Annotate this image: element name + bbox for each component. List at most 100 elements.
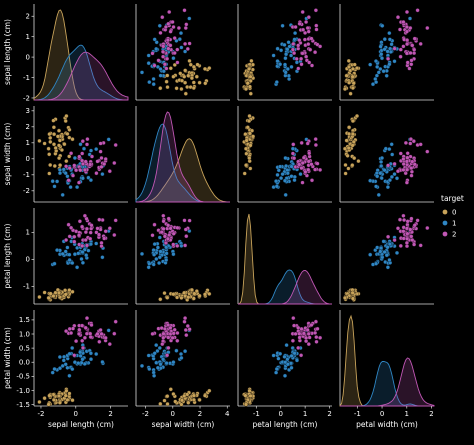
- point-s2-45: [83, 237, 88, 243]
- point-s0-22: [188, 62, 193, 67]
- point-s0-49: [243, 402, 249, 407]
- point-s2-34: [166, 223, 171, 228]
- point-s2-1: [152, 222, 157, 227]
- point-s0-42: [245, 81, 250, 86]
- point-s0-40: [347, 125, 352, 130]
- point-s2-29: [418, 243, 423, 248]
- point-s2-19: [405, 60, 410, 65]
- point-s0-17: [248, 166, 253, 171]
- y-tick-label: 1.5: [19, 316, 30, 324]
- point-s2-32: [315, 161, 320, 166]
- point-s0-38: [173, 399, 178, 404]
- point-s0-18: [244, 163, 249, 168]
- point-s2-14: [386, 234, 391, 239]
- point-s1-2: [57, 354, 62, 360]
- point-s0-39: [251, 134, 256, 139]
- point-s2-9: [313, 50, 318, 55]
- point-s2-16: [306, 342, 311, 347]
- point-s2-35: [166, 21, 171, 26]
- point-s2-34: [166, 322, 171, 328]
- x-axis-label: petal length (cm): [253, 420, 318, 429]
- kde-series-2: [34, 51, 129, 101]
- point-s0-43: [247, 131, 252, 136]
- point-s2-36: [398, 243, 403, 248]
- point-s0-16: [42, 141, 47, 146]
- point-s1-5: [146, 353, 151, 358]
- x-tick-label: 0: [380, 410, 384, 418]
- point-s0-18: [165, 295, 170, 300]
- point-s1-48: [292, 351, 297, 356]
- point-s0-36: [37, 399, 42, 405]
- point-s0-37: [62, 142, 67, 147]
- point-s1-13: [70, 367, 75, 372]
- x-axis-label: sepal length (cm): [48, 420, 114, 429]
- point-s1-40: [72, 252, 77, 257]
- point-s2-48: [318, 44, 323, 49]
- point-s1-49: [289, 164, 294, 169]
- point-s1-26: [389, 174, 394, 179]
- kde-series-2: [340, 357, 435, 407]
- point-s2-38: [170, 335, 175, 340]
- point-s1-11: [282, 42, 287, 47]
- point-s1-41: [387, 257, 392, 263]
- point-s1-40: [379, 56, 385, 61]
- point-s2-15: [171, 242, 176, 247]
- point-s0-45: [350, 132, 355, 137]
- kde-series-2: [238, 270, 333, 305]
- point-s1-47: [378, 171, 383, 176]
- point-s1-45: [381, 239, 386, 244]
- point-s1-46: [80, 249, 85, 255]
- point-s0-5: [191, 80, 196, 85]
- panel-3-0: -1.5 -1.0 -0.5 0.0 0.5 1.0 1.5 petal width (cm)…: [3, 310, 128, 429]
- point-s2-8: [184, 234, 189, 239]
- point-s2-42: [409, 234, 414, 239]
- point-s2-47: [404, 29, 409, 34]
- point-s1-32: [79, 256, 84, 262]
- point-s1-34: [80, 176, 85, 181]
- point-s2-44: [183, 25, 188, 31]
- point-s2-10: [409, 173, 414, 178]
- point-s1-14: [151, 76, 156, 82]
- point-s2-46: [88, 331, 93, 336]
- point-s0-34: [356, 159, 361, 164]
- legend-label-1: 1: [452, 220, 456, 228]
- point-s1-40: [283, 56, 288, 61]
- point-s2-38: [401, 156, 406, 162]
- point-s1-40: [283, 155, 288, 161]
- point-s2-48: [318, 167, 323, 172]
- point-s2-46: [88, 162, 93, 167]
- point-s1-26: [155, 348, 160, 354]
- point-s1-20: [389, 42, 394, 47]
- point-s2-4: [313, 8, 318, 13]
- point-s2-39: [80, 345, 86, 350]
- point-s1-35: [298, 172, 303, 177]
- kde-series-0: [136, 138, 231, 203]
- point-s1-13: [157, 260, 162, 266]
- point-s2-42: [409, 166, 414, 171]
- point-s1-14: [55, 248, 60, 253]
- point-s0-48: [56, 393, 62, 398]
- point-s2-42: [162, 234, 167, 239]
- panel-0-3: [339, 4, 434, 101]
- point-s0-47: [171, 74, 176, 79]
- point-s2-29: [84, 243, 90, 248]
- point-s2-44: [305, 327, 310, 333]
- point-s0-10: [52, 163, 57, 169]
- point-s2-30: [187, 218, 192, 223]
- point-s0-48: [56, 290, 62, 295]
- point-s2-5: [425, 225, 430, 231]
- point-s0-3: [158, 297, 163, 302]
- point-s0-3: [242, 171, 247, 176]
- point-s1-37: [100, 359, 105, 365]
- point-s2-13: [99, 155, 104, 161]
- point-s2-38: [401, 19, 406, 25]
- point-s2-14: [165, 56, 170, 61]
- point-s0-23: [179, 78, 185, 83]
- x-tick-label: 4: [225, 410, 230, 418]
- point-s2-28: [404, 240, 409, 245]
- point-s2-18: [411, 139, 416, 144]
- point-s2-34: [309, 322, 314, 328]
- point-s1-5: [75, 185, 80, 190]
- panels-group: -2 -1 0 1 2 sepal length (cm) -2 -1 0 1 2 3 sepal wi…: [3, 4, 435, 429]
- point-s2-48: [82, 167, 87, 172]
